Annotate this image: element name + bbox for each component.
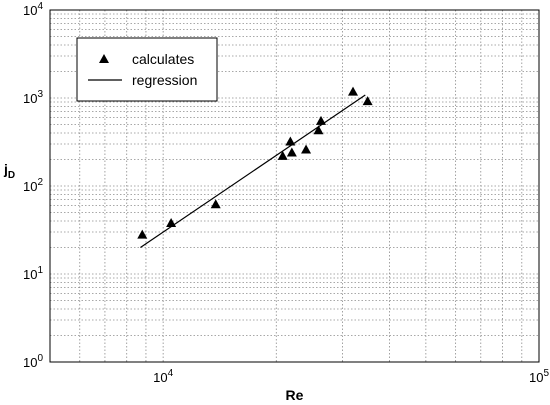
plot-area-frame bbox=[49, 9, 540, 363]
legend-label: calculates bbox=[132, 51, 194, 67]
data-point-triangle bbox=[210, 199, 221, 209]
legend-label: regression bbox=[132, 72, 197, 88]
data-point-triangle bbox=[315, 115, 326, 125]
data-point-triangle bbox=[286, 147, 297, 157]
data-point-triangle bbox=[313, 125, 324, 135]
axis-ticks: 100 101 102 103 104 104 105 bbox=[23, 1, 549, 385]
x-tick-label: 105 bbox=[529, 368, 549, 385]
axis-titles: Re jD bbox=[3, 161, 304, 403]
y-tick-label: 102 bbox=[23, 177, 43, 194]
legend-triangle-symbol bbox=[99, 54, 109, 63]
legend: calculates regression bbox=[76, 37, 218, 102]
data-point-triangle bbox=[137, 229, 148, 239]
data-point-triangle bbox=[301, 144, 312, 154]
x-tick-label: 104 bbox=[153, 368, 173, 385]
y-axis-title: jD bbox=[3, 161, 15, 181]
legend-box bbox=[76, 37, 218, 102]
data-point-triangle bbox=[362, 96, 373, 106]
y-tick-label: 100 bbox=[23, 353, 43, 370]
data-point-triangle bbox=[285, 136, 296, 146]
x-axis-title: Re bbox=[286, 387, 304, 403]
y-tick-label: 104 bbox=[23, 1, 43, 18]
data-series bbox=[137, 86, 373, 249]
data-point-triangle bbox=[277, 150, 288, 160]
regression-line bbox=[140, 94, 366, 249]
y-tick-label: 103 bbox=[23, 89, 43, 106]
data-point-triangle bbox=[348, 86, 359, 96]
data-point-triangle bbox=[166, 217, 177, 227]
y-tick-label: 101 bbox=[23, 265, 43, 282]
